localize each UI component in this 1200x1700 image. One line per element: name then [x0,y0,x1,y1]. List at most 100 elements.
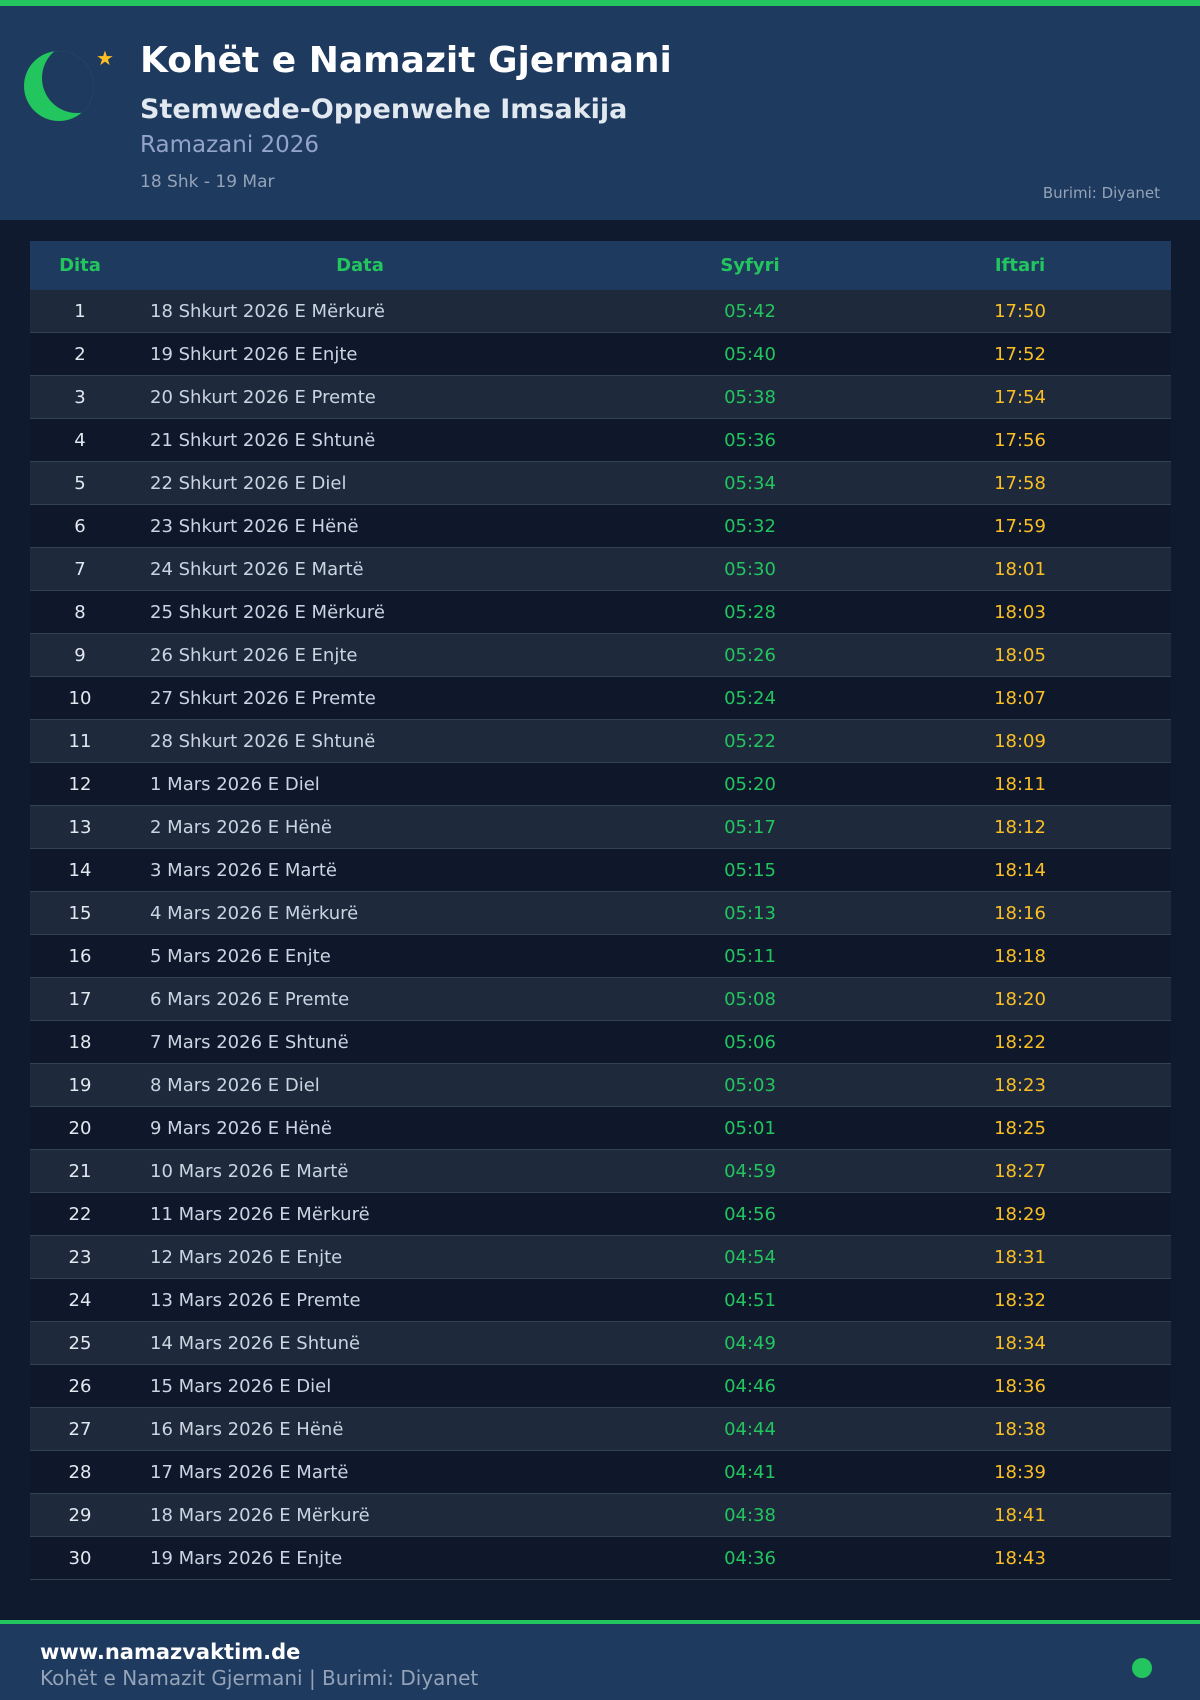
table-row: 5 22 Shkurt 2026 E Diel 05:34 17:58 [30,462,1171,505]
suhoor-cell: 05:13 [724,902,776,924]
table-row: 17 6 Mars 2026 E Premte 05:08 18:20 [30,978,1171,1021]
table-row: 23 12 Mars 2026 E Enjte 04:54 18:31 [30,1236,1171,1279]
date-cell: 16 Mars 2026 E Hënë [150,1418,344,1440]
iftar-cell: 18:20 [994,988,1046,1010]
iftar-cell: 18:09 [994,730,1046,752]
iftar-cell: 17:50 [994,300,1046,322]
day-cell: 18 [68,1031,92,1053]
day-cell: 21 [68,1160,92,1182]
iftar-cell: 18:39 [994,1461,1046,1483]
day-cell: 29 [68,1504,92,1526]
iftar-cell: 18:41 [994,1504,1046,1526]
page-title: Kohët e Namazit Gjermani [140,40,672,81]
iftar-cell: 18:05 [994,644,1046,666]
iftar-cell: 18:01 [994,558,1046,580]
iftar-cell: 18:22 [994,1031,1046,1053]
col-iftar: Iftari [994,255,1046,276]
day-cell: 14 [68,859,92,881]
iftar-cell: 18:03 [994,601,1046,623]
table-row: 26 15 Mars 2026 E Diel 04:46 18:36 [30,1365,1171,1408]
source-label: Burimi: Diyanet [1042,184,1160,202]
date-cell: 4 Mars 2026 E Mërkurë [150,902,359,924]
date-cell: 22 Shkurt 2026 E Diel [150,472,347,494]
date-cell: 1 Mars 2026 E Diel [150,773,320,795]
table-row: 15 4 Mars 2026 E Mërkurë 05:13 18:16 [30,892,1171,935]
day-cell: 25 [68,1332,92,1354]
suhoor-cell: 05:08 [724,988,776,1010]
suhoor-cell: 05:01 [724,1117,776,1139]
date-cell: 27 Shkurt 2026 E Premte [150,687,376,709]
suhoor-cell: 04:56 [724,1203,776,1225]
date-cell: 18 Shkurt 2026 E Mërkurë [150,300,385,322]
day-cell: 1 [74,300,86,322]
day-cell: 9 [74,644,86,666]
suhoor-cell: 04:41 [724,1461,776,1483]
date-cell: 5 Mars 2026 E Enjte [150,945,331,967]
suhoor-cell: 05:15 [724,859,776,881]
table-row: 29 18 Mars 2026 E Mërkurë 04:38 18:41 [30,1494,1171,1537]
suhoor-cell: 05:30 [724,558,776,580]
footer-text: Kohët e Namazit Gjermani | Burimi: Diyan… [40,1666,479,1690]
suhoor-cell: 05:42 [724,300,776,322]
top-accent-bar [0,0,1200,6]
suhoor-cell: 05:22 [724,730,776,752]
suhoor-cell: 04:54 [724,1246,776,1268]
date-cell: 7 Mars 2026 E Shtunë [150,1031,349,1053]
table-row: 8 25 Shkurt 2026 E Mërkurë 05:28 18:03 [30,591,1171,634]
table-row: 27 16 Mars 2026 E Hënë 04:44 18:38 [30,1408,1171,1451]
col-date: Data [336,255,384,276]
day-cell: 7 [74,558,86,580]
date-cell: 3 Mars 2026 E Martë [150,859,337,881]
suhoor-cell: 04:44 [724,1418,776,1440]
table-row: 14 3 Mars 2026 E Martë 05:15 18:14 [30,849,1171,892]
table-row: 7 24 Shkurt 2026 E Martë 05:30 18:01 [30,548,1171,591]
date-cell: 26 Shkurt 2026 E Enjte [150,644,358,666]
date-cell: 28 Shkurt 2026 E Shtunë [150,730,376,752]
footer-site-link[interactable]: www.namazvaktim.de [40,1640,301,1664]
table-row: 1 18 Shkurt 2026 E Mërkurë 05:42 17:50 [30,290,1171,333]
date-cell: 19 Shkurt 2026 E Enjte [150,343,358,365]
table-row: 19 8 Mars 2026 E Diel 05:03 18:23 [30,1064,1171,1107]
iftar-cell: 17:52 [994,343,1046,365]
iftar-cell: 18:29 [994,1203,1046,1225]
day-cell: 4 [74,429,86,451]
crescent-moon-icon [24,51,94,121]
col-day: Dita [59,255,101,276]
date-cell: 17 Mars 2026 E Martë [150,1461,349,1483]
day-cell: 10 [68,687,92,709]
suhoor-cell: 04:49 [724,1332,776,1354]
table-row: 11 28 Shkurt 2026 E Shtunë 05:22 18:09 [30,720,1171,763]
iftar-cell: 18:14 [994,859,1046,881]
ramadan-year: Ramazani 2026 [140,132,320,158]
iftar-cell: 18:31 [994,1246,1046,1268]
table-row: 28 17 Mars 2026 E Martë 04:41 18:39 [30,1451,1171,1494]
iftar-cell: 18:36 [994,1375,1046,1397]
day-cell: 17 [68,988,92,1010]
day-cell: 8 [74,601,86,623]
suhoor-cell: 05:36 [724,429,776,451]
suhoor-cell: 05:03 [724,1074,776,1096]
table-row: 2 19 Shkurt 2026 E Enjte 05:40 17:52 [30,333,1171,376]
table-row: 16 5 Mars 2026 E Enjte 05:11 18:18 [30,935,1171,978]
iftar-cell: 18:43 [994,1547,1046,1569]
suhoor-cell: 05:11 [724,945,776,967]
table-row: 24 13 Mars 2026 E Premte 04:51 18:32 [30,1279,1171,1322]
table-row: 22 11 Mars 2026 E Mërkurë 04:56 18:29 [30,1193,1171,1236]
iftar-cell: 18:07 [994,687,1046,709]
page-subtitle: Stemwede-Oppenwehe Imsakija [140,94,628,125]
suhoor-cell: 05:06 [724,1031,776,1053]
date-cell: 23 Shkurt 2026 E Hënë [150,515,359,537]
date-cell: 8 Mars 2026 E Diel [150,1074,320,1096]
day-cell: 6 [74,515,86,537]
suhoor-cell: 05:17 [724,816,776,838]
suhoor-cell: 05:26 [724,644,776,666]
table-row: 12 1 Mars 2026 E Diel 05:20 18:11 [30,763,1171,806]
table-row: 13 2 Mars 2026 E Hënë 05:17 18:12 [30,806,1171,849]
table-row: 9 26 Shkurt 2026 E Enjte 05:26 18:05 [30,634,1171,677]
suhoor-cell: 05:24 [724,687,776,709]
suhoor-cell: 05:28 [724,601,776,623]
date-cell: 24 Shkurt 2026 E Martë [150,558,364,580]
date-cell: 14 Mars 2026 E Shtunë [150,1332,361,1354]
table-row: 3 20 Shkurt 2026 E Premte 05:38 17:54 [30,376,1171,419]
iftar-cell: 17:59 [994,515,1046,537]
